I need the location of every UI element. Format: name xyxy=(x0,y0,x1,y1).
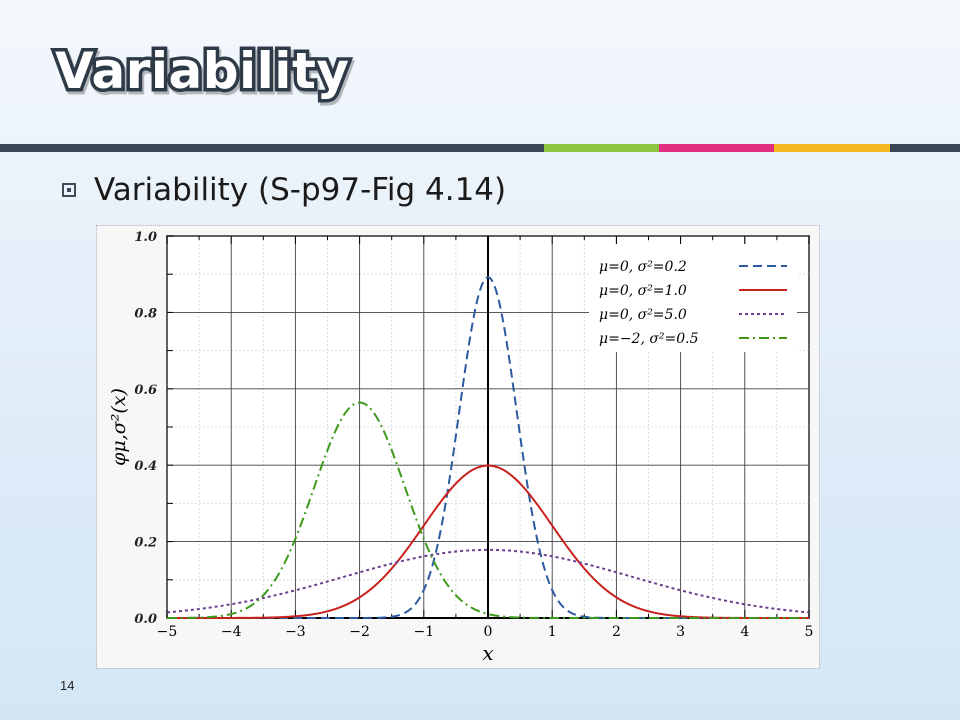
y-tick-label: 0.0 xyxy=(134,612,157,627)
y-tick-label: 0.6 xyxy=(134,383,157,398)
accent-segment-pink xyxy=(659,144,774,152)
x-tick-label: 2 xyxy=(612,624,621,640)
x-tick-label: −2 xyxy=(349,624,370,640)
x-tick-label: 5 xyxy=(805,624,814,640)
legend-label-3: μ=−2, σ²=0.5 xyxy=(599,331,699,347)
bullet-text: Variability (S-p97-Fig 4.14) xyxy=(94,172,507,208)
accent-segment-dark xyxy=(0,144,544,152)
page-number: 14 xyxy=(60,678,75,693)
y-tick-label: 0.2 xyxy=(134,536,157,551)
y-axis-label: φμ,σ²(x) xyxy=(108,388,130,466)
square-bullet-icon xyxy=(62,183,76,197)
accent-segment-green xyxy=(544,144,659,152)
y-tick-label: 1.0 xyxy=(134,230,157,245)
chart-svg: −5 −4 −3 −2 −1 0 1 2 3 4 5 0.0 0.2 0.4 0.6 0.8 1.0 x φμ,σ²… xyxy=(108,230,814,665)
accent-segment-dark-end xyxy=(890,144,960,152)
x-tick-label: −5 xyxy=(157,624,178,640)
y-tick-label: 0.4 xyxy=(134,459,157,474)
x-tick-label: −1 xyxy=(413,624,434,640)
series-line-2 xyxy=(166,548,810,614)
legend-label-0: μ=0, σ²=0.2 xyxy=(599,259,687,275)
normal-distribution-figure: −5 −4 −3 −2 −1 0 1 2 3 4 5 0.0 0.2 0.4 0.6 0.8 1.0 x φμ,σ²… xyxy=(96,225,820,669)
x-tick-label: 0 xyxy=(484,624,493,640)
x-tick-label: 4 xyxy=(740,624,749,640)
x-tick-label: −3 xyxy=(285,624,306,640)
series-line-1 xyxy=(167,464,809,619)
accent-bar xyxy=(0,144,960,152)
accent-segment-yellow xyxy=(774,144,890,152)
x-tick-label: 1 xyxy=(548,624,557,640)
legend-label-1: μ=0, σ²=1.0 xyxy=(599,283,687,299)
legend-label-2: μ=0, σ²=5.0 xyxy=(599,307,687,323)
slide-title: Variability xyxy=(51,39,352,104)
y-tick-label: 0.8 xyxy=(134,306,157,321)
title-shadow: Variability xyxy=(53,42,354,107)
x-tick-label: 3 xyxy=(676,624,685,640)
bullet-row: Variability (S-p97-Fig 4.14) xyxy=(62,172,506,208)
x-tick-label: −4 xyxy=(221,624,242,640)
x-axis-label: x xyxy=(482,641,493,665)
legend-box xyxy=(589,244,797,352)
